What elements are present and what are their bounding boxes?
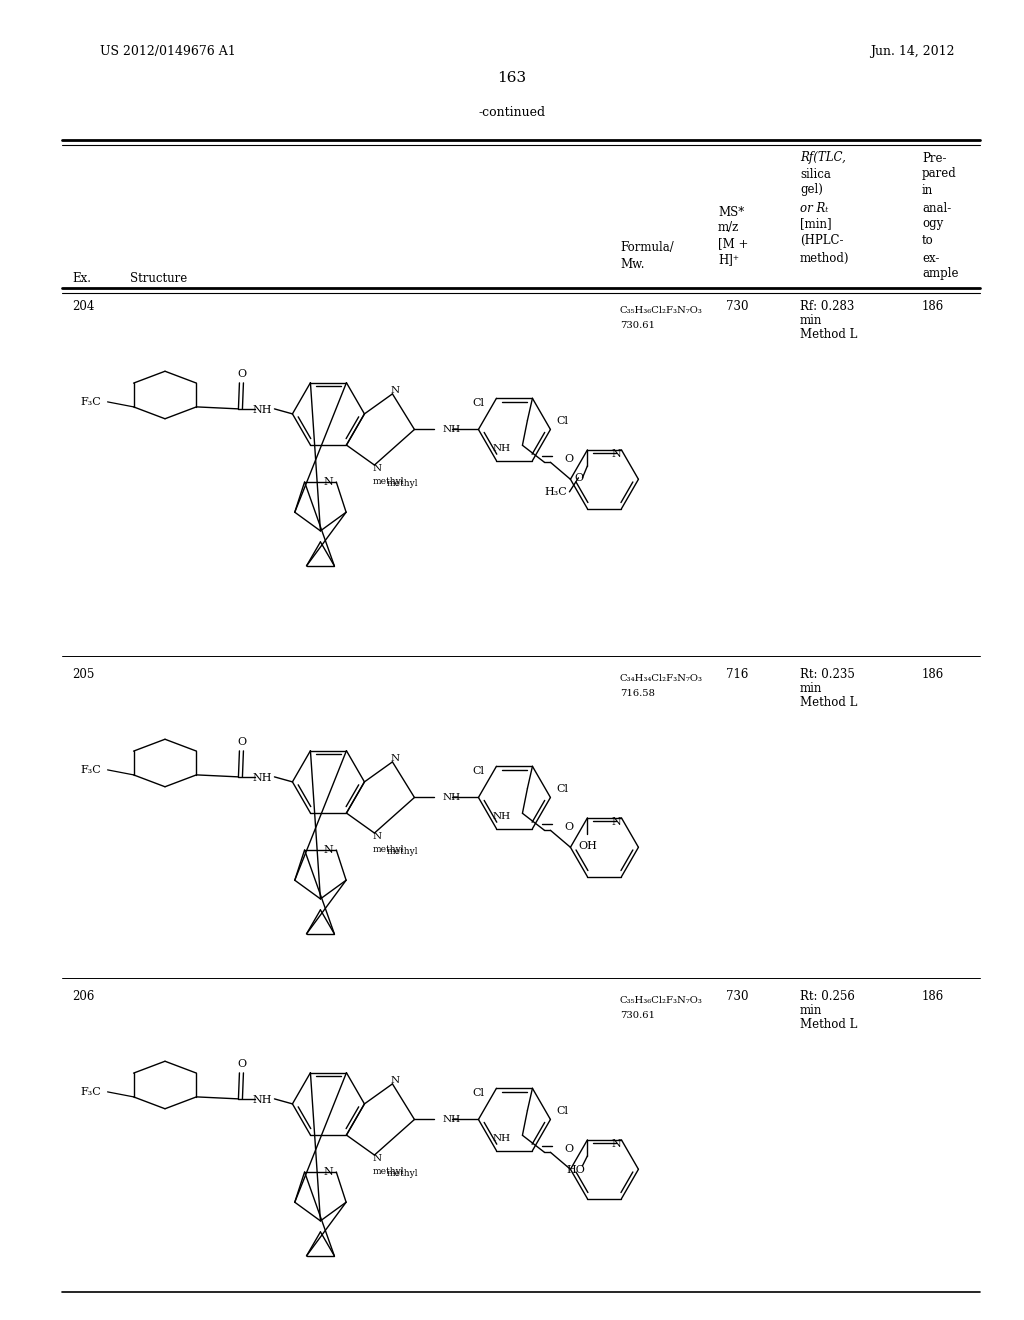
Text: N: N xyxy=(373,463,382,473)
Text: Rt: 0.256: Rt: 0.256 xyxy=(800,990,855,1002)
Text: Cl: Cl xyxy=(472,1088,484,1098)
Text: Method L: Method L xyxy=(800,1018,857,1031)
Text: N: N xyxy=(373,1154,382,1163)
Text: N: N xyxy=(373,832,382,841)
Text: N: N xyxy=(611,817,622,826)
Text: 730: 730 xyxy=(726,990,749,1002)
Text: H₃C: H₃C xyxy=(545,487,567,496)
Text: F₃C: F₃C xyxy=(81,764,101,775)
Text: Pre-: Pre- xyxy=(922,152,946,165)
Text: NH: NH xyxy=(493,1134,510,1143)
Text: N: N xyxy=(391,1076,400,1085)
Text: Rt: 0.235: Rt: 0.235 xyxy=(800,668,855,681)
Text: 730.61: 730.61 xyxy=(620,1011,655,1020)
Text: methyl: methyl xyxy=(386,846,418,855)
Text: MS*: MS* xyxy=(718,206,744,219)
Text: O: O xyxy=(238,368,247,379)
Text: NH: NH xyxy=(442,793,461,803)
Text: Method L: Method L xyxy=(800,327,857,341)
Text: min: min xyxy=(800,1003,822,1016)
Text: Rf(TLC,: Rf(TLC, xyxy=(800,152,846,165)
Text: Cl: Cl xyxy=(472,767,484,776)
Text: method): method) xyxy=(800,252,850,264)
Text: in: in xyxy=(922,183,933,197)
Text: N: N xyxy=(611,1139,622,1148)
Text: min: min xyxy=(800,314,822,326)
Text: NH: NH xyxy=(442,425,461,434)
Text: NH: NH xyxy=(253,774,272,783)
Text: Formula/: Formula/ xyxy=(620,242,674,255)
Text: Rf: 0.283: Rf: 0.283 xyxy=(800,300,854,313)
Text: or Rₜ: or Rₜ xyxy=(800,202,828,214)
Text: Method L: Method L xyxy=(800,696,857,709)
Text: N: N xyxy=(391,387,400,396)
Text: C₃₄H₃₄Cl₂F₃N₇O₃: C₃₄H₃₄Cl₂F₃N₇O₃ xyxy=(620,675,703,682)
Text: US 2012/0149676 A1: US 2012/0149676 A1 xyxy=(100,45,236,58)
Text: Mw.: Mw. xyxy=(620,259,644,272)
Text: 730: 730 xyxy=(726,300,749,313)
Text: Structure: Structure xyxy=(130,272,187,285)
Text: [min]: [min] xyxy=(800,218,831,231)
Text: O: O xyxy=(564,454,573,465)
Text: O: O xyxy=(564,1144,573,1154)
Text: C₃₅H₃₆Cl₂F₃N₇O₃: C₃₅H₃₆Cl₂F₃N₇O₃ xyxy=(620,306,702,315)
Text: F₃C: F₃C xyxy=(81,1086,101,1097)
Text: Cl: Cl xyxy=(556,417,568,426)
Text: 163: 163 xyxy=(498,71,526,84)
Text: OH: OH xyxy=(578,841,597,851)
Text: (HPLC-: (HPLC- xyxy=(800,234,844,247)
Text: 186: 186 xyxy=(922,300,944,313)
Text: 206: 206 xyxy=(72,990,94,1002)
Text: 716: 716 xyxy=(726,668,749,681)
Text: ample: ample xyxy=(922,268,958,281)
Text: -continued: -continued xyxy=(478,106,546,119)
Text: to: to xyxy=(922,234,934,247)
Text: O: O xyxy=(238,737,247,747)
Text: ex-: ex- xyxy=(922,252,939,264)
Text: N: N xyxy=(324,845,333,855)
Text: m/z: m/z xyxy=(718,222,739,235)
Text: C₃₅H₃₆Cl₂F₃N₇O₃: C₃₅H₃₆Cl₂F₃N₇O₃ xyxy=(620,997,702,1005)
Text: Jun. 14, 2012: Jun. 14, 2012 xyxy=(870,45,954,58)
Text: NH: NH xyxy=(493,812,510,821)
Text: Cl: Cl xyxy=(556,784,568,795)
Text: Cl: Cl xyxy=(556,1106,568,1117)
Text: methyl: methyl xyxy=(373,477,403,486)
Text: N: N xyxy=(391,755,400,763)
Text: methyl: methyl xyxy=(386,479,418,487)
Text: NH: NH xyxy=(253,1094,272,1105)
Text: methyl: methyl xyxy=(373,1167,403,1176)
Text: [M +: [M + xyxy=(718,238,749,251)
Text: N: N xyxy=(324,477,333,487)
Text: anal-: anal- xyxy=(922,202,951,214)
Text: O: O xyxy=(574,473,584,483)
Text: O: O xyxy=(238,1059,247,1069)
Text: 186: 186 xyxy=(922,668,944,681)
Text: F₃C: F₃C xyxy=(81,397,101,407)
Text: NH: NH xyxy=(493,444,510,453)
Text: H]⁺: H]⁺ xyxy=(718,253,739,267)
Text: 186: 186 xyxy=(922,990,944,1002)
Text: O: O xyxy=(564,822,573,833)
Text: N: N xyxy=(324,1167,333,1177)
Text: Ex.: Ex. xyxy=(72,272,91,285)
Text: min: min xyxy=(800,681,822,694)
Text: 730.61: 730.61 xyxy=(620,321,655,330)
Text: N: N xyxy=(611,449,622,459)
Text: HO: HO xyxy=(566,1164,586,1175)
Text: methyl: methyl xyxy=(373,845,403,854)
Text: 716.58: 716.58 xyxy=(620,689,655,698)
Text: 205: 205 xyxy=(72,668,94,681)
Text: NH: NH xyxy=(253,405,272,414)
Text: gel): gel) xyxy=(800,183,823,197)
Text: NH: NH xyxy=(442,1115,461,1123)
Text: methyl: methyl xyxy=(386,1168,418,1177)
Text: pared: pared xyxy=(922,168,956,181)
Text: 204: 204 xyxy=(72,300,94,313)
Text: ogy: ogy xyxy=(922,218,943,231)
Text: Cl: Cl xyxy=(472,399,484,408)
Text: silica: silica xyxy=(800,168,830,181)
